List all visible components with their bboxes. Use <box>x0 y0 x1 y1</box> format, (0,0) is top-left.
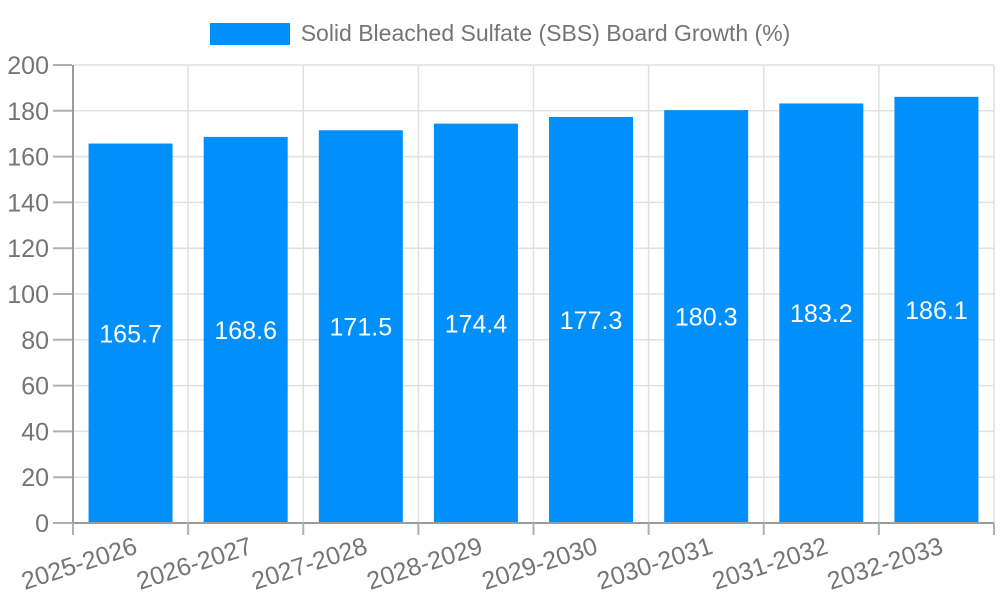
y-axis-tick-label: 0 <box>35 510 49 538</box>
x-axis-category-label: 2028-2029 <box>363 532 485 596</box>
legend-swatch <box>209 22 290 45</box>
y-axis-tick-label: 200 <box>7 52 49 80</box>
bar <box>88 143 173 523</box>
bar-value-label: 177.3 <box>560 307 623 335</box>
bar <box>664 110 749 523</box>
y-axis-tick-label: 100 <box>7 281 49 309</box>
bar <box>433 123 518 524</box>
y-axis-tick-label: 160 <box>7 144 49 172</box>
y-axis-tick-label: 80 <box>21 327 49 355</box>
y-axis-tick-label: 180 <box>7 98 49 126</box>
y-axis-tick-label: 20 <box>21 464 49 492</box>
bar <box>779 103 864 524</box>
x-axis-category-label: 2025-2026 <box>18 532 140 596</box>
bar-value-label: 183.2 <box>790 300 853 328</box>
bar <box>894 96 979 524</box>
y-axis-tick-label: 60 <box>21 373 49 401</box>
x-axis-category-label: 2030-2031 <box>594 532 716 596</box>
x-axis-ticks: 2025-20262026-20272027-20282028-20292029… <box>18 523 995 596</box>
bar <box>203 136 288 523</box>
bar-value-label: 180.3 <box>675 304 738 332</box>
bar <box>549 116 634 523</box>
bar-series: 165.7 168.6 171.5 174.4 177.3 180.3 183.2 186.1 <box>88 96 979 524</box>
bar <box>318 130 403 523</box>
bar-value-label: 168.6 <box>214 317 277 345</box>
y-axis-tick-label: 140 <box>7 189 49 217</box>
y-axis-tick-label: 120 <box>7 235 49 263</box>
x-axis-category-label: 2031-2032 <box>709 532 831 596</box>
bar-value-label: 171.5 <box>330 314 393 342</box>
legend-label: Solid Bleached Sulfate (SBS) Board Growt… <box>300 20 791 46</box>
y-axis-ticks: 0 20 40 60 80 100 120 140 160 180 200 <box>7 52 72 538</box>
bar-value-label: 174.4 <box>445 310 508 338</box>
bar-value-label: 165.7 <box>99 320 162 348</box>
chart-legend: Solid Bleached Sulfate (SBS) Board Growt… <box>0 20 1000 47</box>
bar-value-label: 186.1 <box>905 297 968 325</box>
x-axis-category-label: 2032-2033 <box>824 532 946 596</box>
x-axis-category-label: 2026-2027 <box>133 532 255 596</box>
x-axis-category-label: 2029-2030 <box>479 532 601 596</box>
x-axis-category-label: 2027-2028 <box>248 532 370 596</box>
y-axis-tick-label: 40 <box>21 418 49 446</box>
